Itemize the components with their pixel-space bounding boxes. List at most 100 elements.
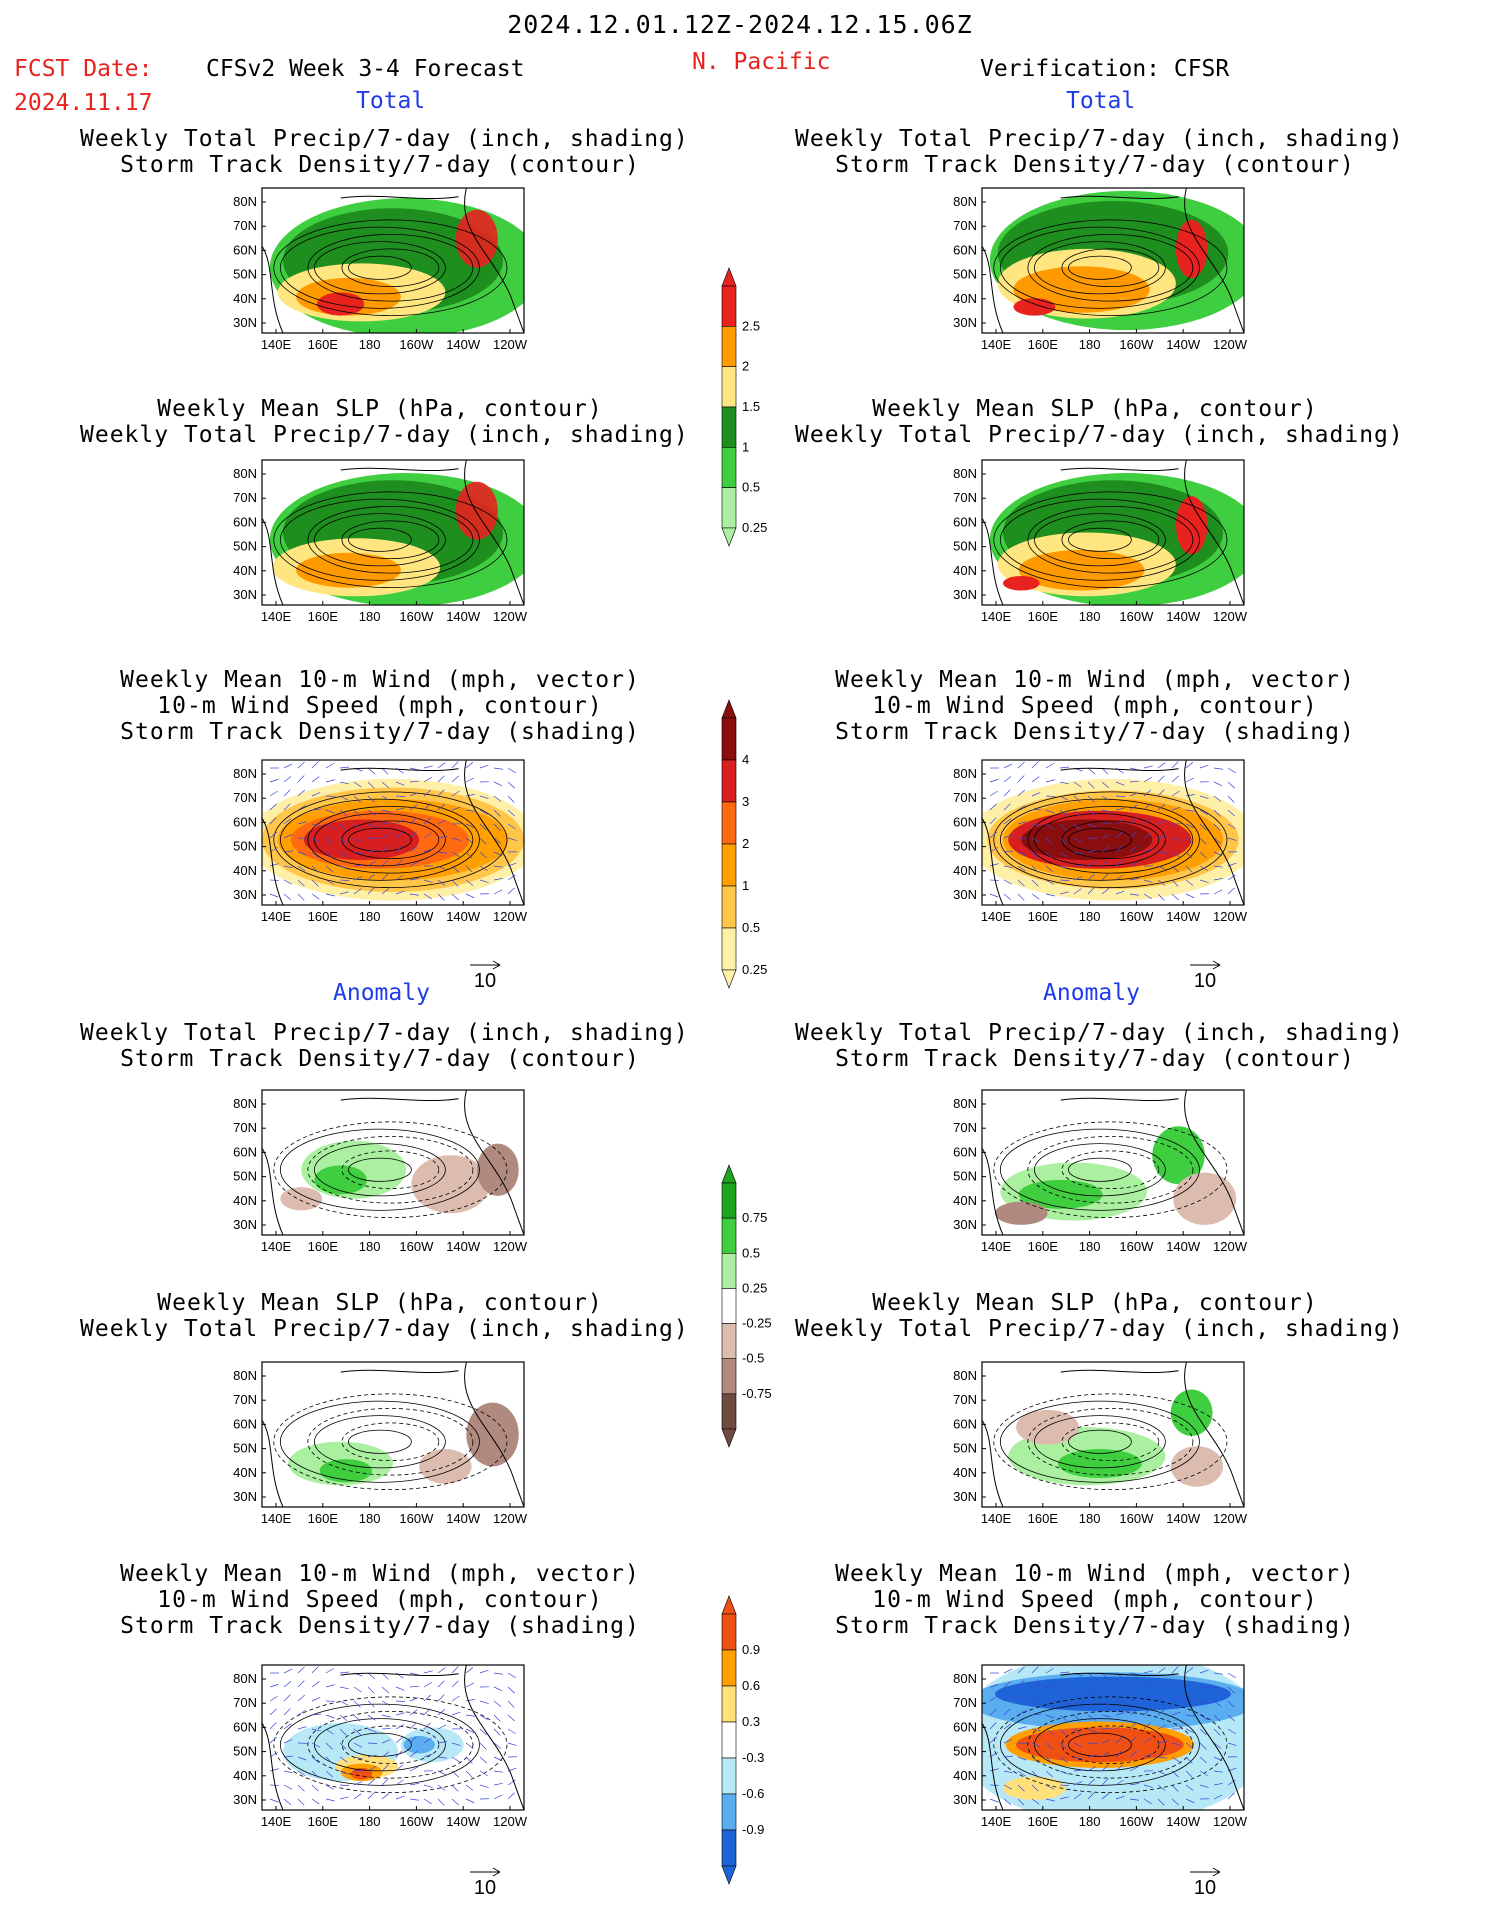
coastline-arctic <box>340 1097 459 1102</box>
wind-vector <box>353 795 361 803</box>
wind-vector <box>325 1784 335 1790</box>
coastline-asia <box>262 817 284 905</box>
wind-vector <box>493 1742 502 1749</box>
wind-vector <box>423 893 432 900</box>
wind-vector <box>493 1686 503 1692</box>
wind-vector <box>1045 893 1055 897</box>
contour-line <box>307 1408 474 1476</box>
wind-vector <box>1129 1783 1139 1786</box>
wind-vector <box>1087 1792 1095 1800</box>
wind-vector <box>1213 837 1222 844</box>
wind-vector <box>339 865 349 870</box>
wind-vector <box>1045 1714 1055 1719</box>
shading-region <box>476 1143 519 1196</box>
coastline-north-america <box>1184 1090 1244 1235</box>
wind-vector <box>1003 818 1012 825</box>
wind-vector <box>297 851 307 856</box>
wind-vector <box>1003 1798 1012 1806</box>
wind-vector <box>1143 893 1152 900</box>
wind-vector <box>1213 1728 1221 1736</box>
wind-vector <box>1115 1779 1124 1786</box>
wind-vector <box>395 831 404 839</box>
wind-vector <box>269 1768 279 1772</box>
lon-tick-label: 160W <box>399 1239 434 1254</box>
wind-vector <box>381 846 390 853</box>
wind-vector <box>1101 1686 1110 1694</box>
wind-vector <box>353 1793 362 1800</box>
lon-tick-label: 120W <box>1213 609 1248 624</box>
wind-vector <box>1129 1798 1139 1801</box>
contour-line <box>279 1703 480 1786</box>
lon-tick-label: 180 <box>1079 1511 1101 1526</box>
colorbar-segment <box>721 1649 737 1687</box>
wind-vector <box>1157 789 1165 797</box>
wind-vector <box>451 1695 460 1702</box>
wind-vector <box>1073 888 1082 895</box>
wind-vector <box>339 851 348 858</box>
colorbar-segment <box>721 1323 737 1360</box>
wind-vector <box>1073 837 1083 843</box>
wind-vector <box>989 790 998 797</box>
lon-tick-label: 160E <box>308 1814 339 1829</box>
wind-vector <box>1143 1753 1153 1758</box>
wind-vector <box>1087 849 1097 853</box>
colorbar-cap-bottom <box>721 969 737 989</box>
wind-vector <box>437 1741 447 1744</box>
map-frame <box>261 759 525 906</box>
colorbar-segment <box>721 717 737 761</box>
lon-tick-label: 180 <box>1079 1239 1101 1254</box>
wind-vector <box>423 765 433 769</box>
lat-tick-label: 70N <box>233 1120 257 1135</box>
wind-vector <box>1171 879 1179 887</box>
wind-vector <box>451 1784 459 1792</box>
lat-tick-label: 60N <box>953 814 977 829</box>
lat-tick-label: 70N <box>953 1392 977 1407</box>
wind-vector <box>1031 1742 1041 1748</box>
wind-vector <box>1171 790 1180 797</box>
wind-vector <box>1101 1739 1111 1744</box>
contour-line <box>348 1732 412 1757</box>
lat-tick-label: 60N <box>233 1416 257 1431</box>
wind-vector <box>1185 1770 1193 1778</box>
contour-line <box>279 1128 480 1211</box>
wind-vector <box>409 1751 418 1758</box>
contour-line <box>313 513 446 567</box>
contour-line <box>313 1143 446 1197</box>
wind-vector <box>1199 1770 1208 1777</box>
contour-line <box>1068 255 1132 280</box>
lon-tick-label: 160W <box>399 1511 434 1526</box>
wind-vector <box>1059 809 1068 817</box>
wind-vector <box>451 851 460 858</box>
wind-vector <box>1087 795 1095 803</box>
wind-vector <box>283 850 293 853</box>
wind-vector <box>1017 1784 1025 1792</box>
wind-vector <box>465 1770 473 1778</box>
shading-region <box>280 1187 323 1211</box>
wind-vector <box>409 817 417 825</box>
wind-vector <box>1143 1682 1152 1688</box>
lat-tick-label: 60N <box>233 1719 257 1734</box>
wind-vector <box>1073 851 1083 855</box>
lat-tick-label: 70N <box>953 490 977 505</box>
wind-vector <box>507 874 516 881</box>
wind-vector <box>1185 1798 1195 1804</box>
coastline-arctic <box>1060 1097 1179 1102</box>
wind-vector <box>1115 1795 1125 1800</box>
colorbar-segment <box>721 447 737 488</box>
wind-vector <box>989 1736 997 1744</box>
wind-vector <box>1143 789 1152 797</box>
wind-vector <box>1031 1666 1039 1674</box>
wind-vector <box>1157 1724 1167 1730</box>
wind-vector <box>1143 879 1153 883</box>
wind-vector <box>367 1700 375 1708</box>
wind-vector <box>1227 1686 1235 1694</box>
wind-vector <box>437 819 447 825</box>
wind-vector <box>1031 1798 1040 1805</box>
coastline-asia <box>982 1147 1004 1235</box>
lon-tick-label: 160W <box>1119 1511 1154 1526</box>
wind-vector <box>381 1700 391 1706</box>
colorbar-segment <box>721 927 737 971</box>
wind-vector <box>1129 1709 1138 1716</box>
wind-vector <box>1185 1756 1193 1764</box>
wind-vector <box>437 1667 446 1674</box>
